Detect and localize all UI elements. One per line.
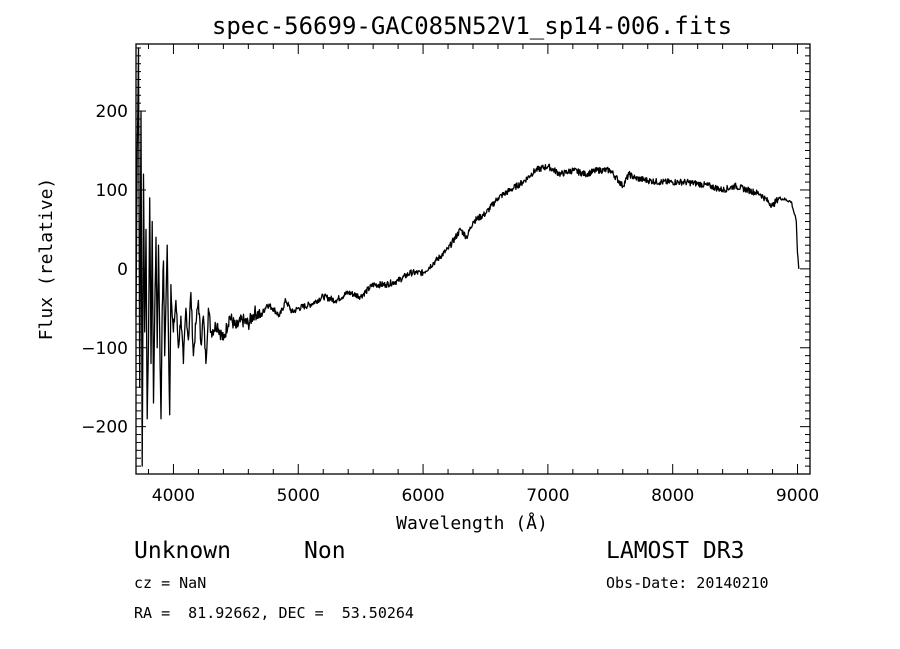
- spectrum-line: [135, 47, 800, 467]
- y-tick-label: −100: [81, 339, 128, 359]
- x-tick-label: 7000: [526, 486, 569, 506]
- x-axis-ticks: [147, 44, 799, 474]
- y-axis-ticks: [136, 47, 810, 467]
- x-tick-label: 8000: [651, 486, 694, 506]
- chart-title: spec-56699-GAC085N52V1_sp14-006.fits: [212, 12, 732, 40]
- x-tick-label: 6000: [401, 486, 444, 506]
- y-axis-tick-labels: −200 −100 0 100 200: [81, 102, 128, 438]
- y-tick-label: 200: [96, 102, 128, 122]
- y-tick-label: 100: [96, 181, 128, 201]
- coordinates-text: RA = 81.92662, DEC = 53.50264: [134, 604, 414, 622]
- obs-date-text: Obs-Date: 20140210: [606, 574, 769, 592]
- x-axis-label: Wavelength (Å): [396, 512, 548, 534]
- y-tick-label: −200: [81, 418, 128, 438]
- y-tick-label: 0: [117, 260, 128, 280]
- plot-frame: [135, 43, 811, 475]
- redshift-text: cz = NaN: [134, 574, 207, 592]
- object-subclass: Non: [304, 538, 346, 564]
- x-tick-label: 4000: [152, 486, 195, 506]
- x-tick-label: 9000: [776, 486, 819, 506]
- x-tick-label: 5000: [277, 486, 320, 506]
- x-axis-tick-labels: 4000 5000 6000 7000 8000 9000: [152, 486, 819, 506]
- object-class: Unknown: [134, 538, 231, 564]
- survey-name: LAMOST DR3: [606, 538, 745, 564]
- y-axis-label: Flux (relative): [36, 178, 57, 341]
